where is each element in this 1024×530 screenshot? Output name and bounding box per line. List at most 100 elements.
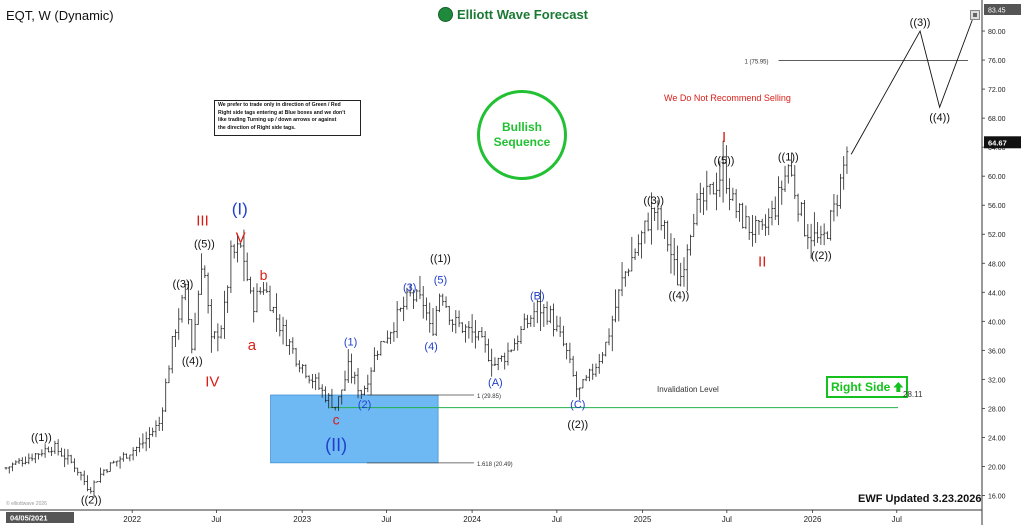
ohlc-bar <box>50 446 54 456</box>
ohlc-bar <box>307 375 311 384</box>
ohlc-bar <box>555 315 559 332</box>
ohlc-bar <box>226 285 230 313</box>
ohlc-bar <box>69 454 73 464</box>
trading-note-line: Right side tags entering at Blue boxes a… <box>218 109 346 116</box>
ohlc-bar <box>822 223 826 246</box>
ohlc-bar <box>11 462 14 472</box>
wave-label: (4) <box>424 341 437 353</box>
chart-settings-button[interactable] <box>970 10 980 20</box>
ohlc-bar <box>392 322 396 342</box>
ohlc-bar <box>219 325 223 339</box>
ohlc-bar <box>245 252 249 282</box>
ohlc-bar <box>689 234 692 256</box>
ohlc-bar <box>503 352 507 370</box>
ohlc-bar <box>715 172 718 211</box>
ohlc-bar <box>17 458 21 464</box>
ohlc-bar <box>656 200 660 231</box>
ohlc-bar <box>239 242 243 248</box>
ohlc-bar <box>672 237 676 276</box>
ohlc-bar <box>363 385 366 396</box>
ohlc-bar <box>402 296 406 322</box>
wave-label: (B) <box>530 291 545 303</box>
invalidation-value: 28.11 <box>903 390 923 399</box>
ohlc-bar <box>232 244 236 259</box>
wave-label: ((2)) <box>81 495 102 507</box>
ohlc-bar <box>385 330 389 344</box>
ohlc-bar <box>728 178 732 211</box>
ohlc-bar <box>483 331 487 353</box>
ohlc-bar <box>780 180 784 205</box>
wave-label: ((5)) <box>714 155 735 167</box>
ohlc-bar <box>327 393 331 409</box>
ohlc-bar <box>271 306 275 313</box>
ohlc-bar <box>112 460 115 464</box>
ohlc-bar <box>594 363 598 377</box>
wave-label: IV <box>205 373 219 390</box>
ohlc-bar <box>242 229 246 282</box>
ohlc-bar <box>333 406 337 411</box>
y-tick-label: 76.00 <box>988 58 1006 65</box>
wave-label: ((5)) <box>194 238 215 250</box>
ohlc-bar <box>340 389 344 405</box>
ohlc-bar <box>457 310 461 328</box>
ohlc-bar <box>213 331 217 340</box>
ohlc-bar <box>66 449 70 465</box>
ohlc-bar <box>724 145 728 194</box>
ohlc-bar <box>294 347 298 367</box>
y-tick-label: 40.00 <box>988 319 1006 326</box>
ohlc-bar <box>92 480 96 498</box>
ohlc-bar <box>343 370 347 391</box>
wave-label: (1) <box>344 336 357 348</box>
y-tick-label: 56.00 <box>988 203 1006 210</box>
ohlc-bar <box>63 448 67 468</box>
ohlc-bar <box>95 481 99 483</box>
ohlc-bar <box>278 314 282 337</box>
ohlc-bar <box>607 328 611 346</box>
wave-label: ((4)) <box>929 112 950 124</box>
ohlc-bar <box>53 440 57 455</box>
ohlc-bar <box>447 305 451 326</box>
ohlc-bar <box>144 431 148 452</box>
ohlc-bar <box>304 364 308 379</box>
ohlc-bar <box>506 342 510 366</box>
brand-header: Elliott Wave Forecast <box>438 7 588 22</box>
ohlc-bar <box>737 203 741 222</box>
wave-label: (I) <box>232 200 248 219</box>
ohlc-bar <box>353 371 357 385</box>
wave-label: (5) <box>434 275 447 287</box>
ohlc-bar <box>467 321 471 339</box>
ohlc-bar <box>356 368 360 399</box>
ohlc-bar <box>513 338 516 351</box>
ohlc-bar <box>721 140 725 203</box>
ohlc-bar <box>24 456 27 465</box>
x-tick-label: 2022 <box>123 515 141 524</box>
ohlc-bar <box>154 420 158 438</box>
ohlc-bar <box>206 272 210 314</box>
y-tick-label: 52.00 <box>988 232 1006 239</box>
ohlc-bar <box>40 449 44 457</box>
y-tick-label: 44.00 <box>988 290 1006 297</box>
ohlc-bar <box>428 302 432 333</box>
ohlc-bar <box>816 221 820 243</box>
wave-label: (II) <box>325 435 347 455</box>
ohlc-bar <box>372 347 376 372</box>
trading-note-line: like trading Turning up / down arrows or… <box>218 117 337 124</box>
ohlc-bar <box>493 357 497 366</box>
ohlc-bar <box>793 165 797 200</box>
ohlc-bar <box>581 378 585 389</box>
ohlc-bar <box>702 187 705 215</box>
ohlc-bar <box>258 287 262 295</box>
x-tick-label: Jul <box>211 515 221 524</box>
ohlc-bar <box>845 146 849 174</box>
ohlc-bar <box>826 231 829 240</box>
ohlc-bar <box>346 349 350 383</box>
ohlc-bar <box>799 201 803 217</box>
ohlc-bar <box>584 374 588 382</box>
ohlc-bar <box>588 368 591 382</box>
y-tick-label: 64.00 <box>988 145 1006 152</box>
ohlc-bar <box>4 467 8 470</box>
ohlc-bar <box>705 170 709 211</box>
trading-note-line: the direction of Right side tags. <box>218 124 296 131</box>
ohlc-bar <box>777 176 780 226</box>
